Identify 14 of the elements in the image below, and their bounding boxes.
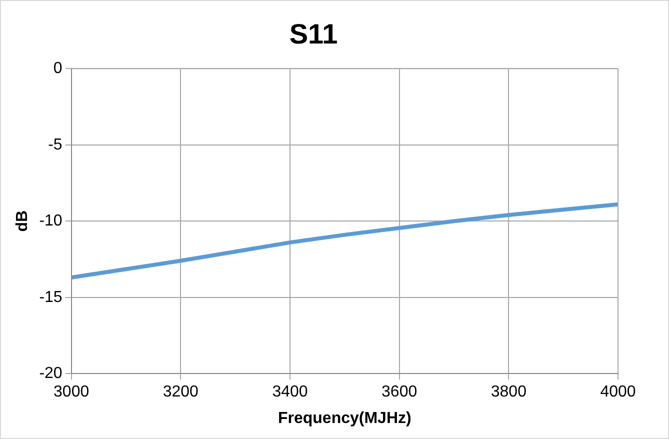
- x-tick-label: 4000: [600, 384, 636, 401]
- x-tick-label: 3400: [272, 384, 308, 401]
- y-tick-label: -10: [39, 212, 62, 230]
- y-tick-label: -15: [39, 288, 62, 306]
- y-axis-title: dB: [14, 210, 32, 232]
- y-tick-label: 0: [53, 60, 62, 78]
- y-tick-label: -5: [48, 136, 62, 154]
- y-tick-label: -20: [39, 365, 62, 382]
- x-tick-label: 3000: [54, 384, 90, 401]
- x-tick-label: 3800: [490, 384, 527, 401]
- x-tick-label: 3200: [162, 384, 199, 401]
- x-tick-label: 3600: [382, 384, 418, 401]
- x-axis-title: Frequency(MJHz): [278, 410, 412, 427]
- chart-title: S11: [289, 18, 338, 50]
